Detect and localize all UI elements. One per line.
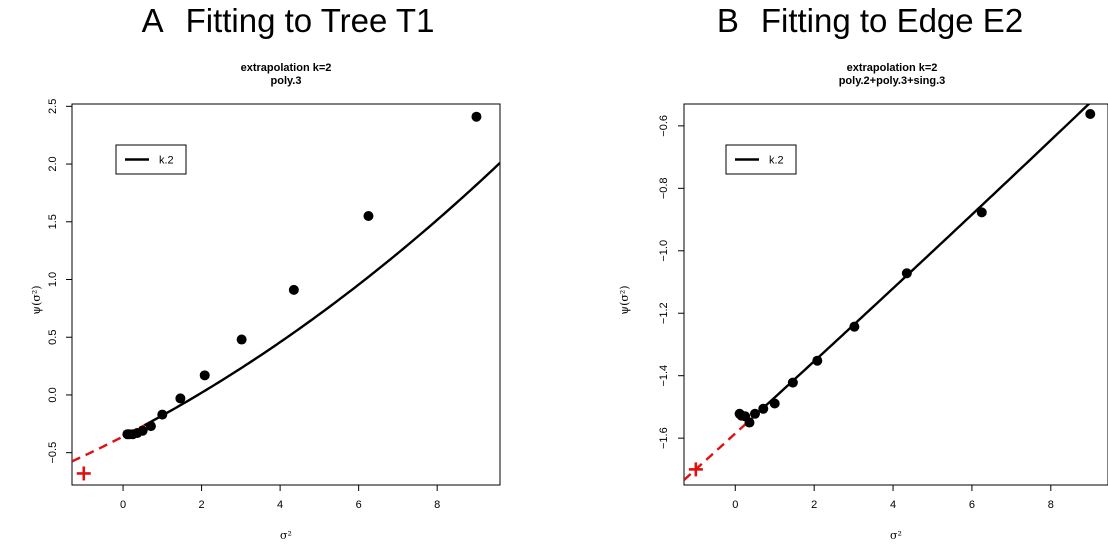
panel-b-legend-label: k.2 <box>769 155 784 167</box>
panel-a-data-point <box>137 425 148 436</box>
panel-a-legend: k.2 <box>115 144 187 175</box>
panel-a-letter: A <box>142 2 164 39</box>
panel-b-y-tick-label: −0.6 <box>658 115 670 137</box>
panel-a-x-tick-label: 0 <box>120 499 126 511</box>
panel-a-y-tick-label: 2.0 <box>47 156 59 171</box>
panel-a-data-point <box>145 421 156 432</box>
panel-b-y-axis-label: ψ(σ²) <box>618 285 631 314</box>
panel-b-x-tick-label: 4 <box>890 499 896 511</box>
panel-b-y-tick-label: −0.8 <box>658 177 670 199</box>
panel-a-y-tick-label: 1.0 <box>47 272 59 287</box>
panel-a-data-point <box>471 111 482 122</box>
panel-a-y-axis-label: ψ(σ²) <box>30 285 43 314</box>
panel-a-data-point <box>157 409 168 420</box>
panel-a-plot-area: 0 2 4 6 8 −0.5 0.0 0.5 1.0 1.5 2.0 2.5 k.2 <box>47 99 501 511</box>
panel-a-plot-frame <box>71 103 501 486</box>
panel-a-y-tick-label: 0.5 <box>47 330 59 345</box>
panel-a: A Fitting to Tree T1 extrapolation k=2 po… <box>30 2 501 542</box>
panel-b-subtitle-line-1: extrapolation k=2 <box>847 62 938 74</box>
panel-a-data-point <box>236 334 247 345</box>
panel-a-data-point <box>199 370 210 381</box>
panel-b-x-tick-label: 8 <box>1048 499 1054 511</box>
panel-b-subtitle-line-2: poly.2+poly.3+sing.3 <box>839 75 946 87</box>
panel-b-data-point <box>787 377 798 388</box>
panel-b: B Fitting to Edge E2 extrapolation k=2 po… <box>618 2 1108 542</box>
panel-a-x-tick-label: 8 <box>434 499 440 511</box>
panel-a-data-point <box>363 210 374 221</box>
panel-a-y-tick-label: 0.0 <box>47 387 59 402</box>
panel-a-y-tick-label: 2.5 <box>47 99 59 114</box>
panel-a-x-axis-label: σ² <box>280 529 292 542</box>
panel-a-subtitle-line-1: extrapolation k=2 <box>241 62 332 74</box>
panel-b-x-tick-label: 6 <box>969 499 975 511</box>
panel-b-data-point <box>758 403 769 414</box>
panel-b-data-point <box>769 398 780 409</box>
panel-a-x-tick-label: 6 <box>356 499 362 511</box>
panel-b-y-tick-label: −1.0 <box>658 240 670 262</box>
panel-b-x-axis-label: σ² <box>890 529 902 542</box>
panel-b-x-tick-label: 0 <box>732 499 738 511</box>
panel-b-legend: k.2 <box>725 144 797 175</box>
panel-a-y-tick-label: 1.5 <box>47 214 59 229</box>
panel-b-clipped-marks <box>684 104 1096 481</box>
panel-a-title-text: Fitting to Tree T1 <box>186 2 435 39</box>
panel-a-estimate-marker <box>76 466 91 481</box>
panel-b-plot-frame <box>683 103 1108 486</box>
panel-a-data-point <box>288 284 299 295</box>
panel-b-data-point <box>812 355 823 366</box>
panel-a-x-tick-label: 4 <box>277 499 283 511</box>
panel-a-legend-label: k.2 <box>159 155 174 167</box>
panel-b-estimate-marker <box>688 462 703 477</box>
panel-a-clipped-marks <box>72 111 500 463</box>
panel-b-plot-area: 0 2 4 6 8 −1.6 −1.4 −1.2 −1.0 −0.8 −0.6 k.2 <box>658 103 1108 511</box>
panel-b-data-point <box>849 321 860 332</box>
panel-b-data-point <box>901 268 912 279</box>
panel-a-data-point <box>175 393 186 404</box>
panel-b-y-tick-label: −1.2 <box>658 302 670 324</box>
panel-a-fit-curve <box>144 161 500 427</box>
panel-b-letter: B <box>717 2 739 39</box>
panel-b-title: B Fitting to Edge E2 <box>717 2 1023 39</box>
panel-a-x-tick-label: 2 <box>199 499 205 511</box>
panel-b-data-point <box>749 408 760 419</box>
panel-b-data-point <box>1085 108 1096 119</box>
panel-b-data-point <box>744 417 755 428</box>
panel-a-subtitle-line-2: poly.3 <box>271 75 302 87</box>
panel-b-title-text: Fitting to Edge E2 <box>761 2 1023 39</box>
panel-b-y-tick-label: −1.6 <box>658 427 670 449</box>
panel-a-title: A Fitting to Tree T1 <box>142 2 435 39</box>
panel-b-y-tick-label: −1.4 <box>658 365 670 387</box>
panel-b-x-tick-label: 2 <box>811 499 817 511</box>
panel-b-data-point <box>976 207 987 218</box>
panel-a-y-tick-label: −0.5 <box>47 442 59 464</box>
